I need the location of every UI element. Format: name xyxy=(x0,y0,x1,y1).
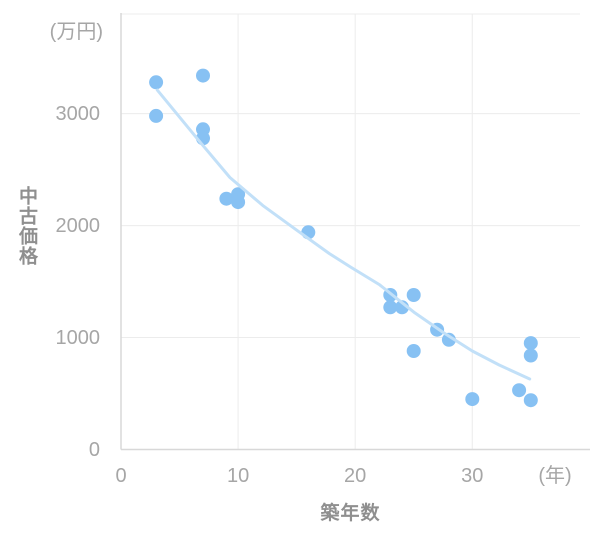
data-point xyxy=(196,68,210,83)
trend-curve xyxy=(155,88,532,381)
data-point xyxy=(149,75,164,90)
data-point xyxy=(512,383,527,398)
data-point xyxy=(406,344,421,358)
y-axis-unit-label: (万円) xyxy=(49,21,103,43)
data-point xyxy=(383,300,398,315)
data-point xyxy=(523,348,538,363)
data-point xyxy=(406,288,421,302)
data-point xyxy=(523,336,538,351)
x-axis-unit-label: (年) xyxy=(538,465,572,487)
data-point xyxy=(219,191,234,206)
y-tick-label: 0 xyxy=(88,438,100,461)
x-axis-title: 築年数 xyxy=(320,503,381,524)
x-tick-label: 20 xyxy=(344,465,367,487)
y-tick-label: 1000 xyxy=(55,326,101,349)
y-tick-label: 3000 xyxy=(55,102,101,125)
data-point xyxy=(231,195,246,210)
data-point xyxy=(441,332,456,347)
x-tick-label: 30 xyxy=(461,465,484,487)
data-point xyxy=(523,393,538,408)
data-point xyxy=(149,108,164,123)
x-tick-label: 0 xyxy=(115,465,127,487)
y-tick-label: 2000 xyxy=(55,214,101,237)
data-point xyxy=(465,392,480,407)
y-axis-title: 中古価格 xyxy=(16,186,37,266)
x-tick-label: 10 xyxy=(226,465,250,487)
